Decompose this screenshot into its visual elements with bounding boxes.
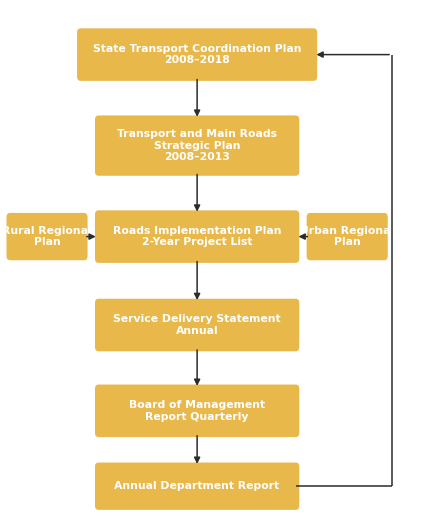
FancyBboxPatch shape (307, 213, 388, 260)
FancyBboxPatch shape (95, 210, 299, 263)
FancyBboxPatch shape (6, 213, 88, 260)
Text: Rural Regional
Plan: Rural Regional Plan (2, 226, 92, 248)
Text: Urban Regional
Plan: Urban Regional Plan (300, 226, 394, 248)
Text: Transport and Main Roads
Strategic Plan
2008–2013: Transport and Main Roads Strategic Plan … (117, 129, 277, 162)
Text: State Transport Coordination Plan
2008–2018: State Transport Coordination Plan 2008–2… (93, 44, 302, 66)
FancyBboxPatch shape (95, 463, 299, 510)
Text: Service Delivery Statement
Annual: Service Delivery Statement Annual (113, 314, 281, 336)
FancyBboxPatch shape (95, 298, 299, 352)
FancyBboxPatch shape (95, 385, 299, 437)
Text: Annual Department Report: Annual Department Report (115, 481, 280, 491)
FancyBboxPatch shape (95, 115, 299, 176)
Text: Board of Management
Report Quarterly: Board of Management Report Quarterly (129, 400, 265, 422)
FancyBboxPatch shape (77, 28, 317, 81)
Text: Roads Implementation Plan
2-Year Project List: Roads Implementation Plan 2-Year Project… (113, 226, 281, 248)
